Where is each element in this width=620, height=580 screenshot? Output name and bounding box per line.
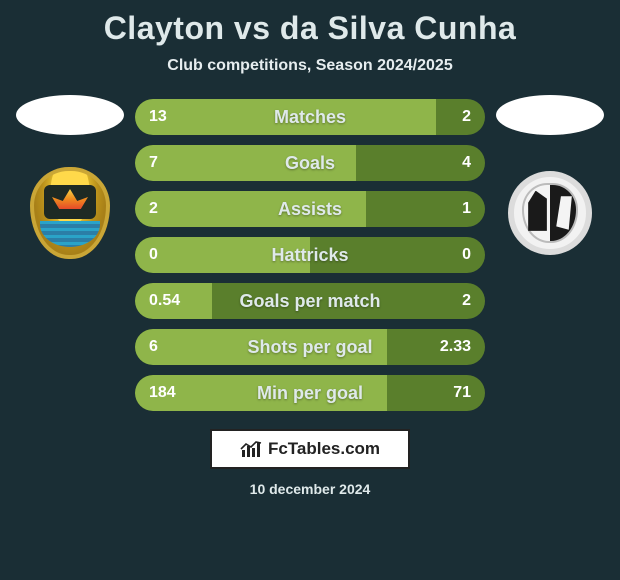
stat-label: Min per goal [135,375,485,411]
stat-row: 62.33Shots per goal [135,329,485,365]
player-left-column [15,95,125,261]
page-date: 10 december 2024 [250,481,371,497]
stat-row: 21Assists [135,191,485,227]
comparison-card: Clayton vs da Silva Cunha Club competiti… [0,0,620,580]
stat-label: Goals per match [135,283,485,319]
player-right-photo-placeholder [496,95,604,135]
vitoria-guimaraes-crest-icon [508,171,592,255]
player-right-column [495,95,605,261]
club-badge-left [22,165,118,261]
page-title: Clayton vs da Silva Cunha [104,10,517,47]
stat-row: 0.542Goals per match [135,283,485,319]
brand-chart-icon [240,440,262,458]
player-left-photo-placeholder [16,95,124,135]
footer: FcTables.com 10 december 2024 [0,429,620,497]
stat-label: Goals [135,145,485,181]
stat-label: Hattricks [135,237,485,273]
stat-row: 18471Min per goal [135,375,485,411]
stat-row: 132Matches [135,99,485,135]
stat-row: 00Hattricks [135,237,485,273]
rio-ave-crest-icon [30,167,110,259]
page-subtitle: Club competitions, Season 2024/2025 [167,57,452,75]
stats-column: 132Matches 74Goals 21Assists 00Hattricks 0.5… [135,99,485,411]
brand-text: FcTables.com [268,439,380,459]
stat-label: Assists [135,191,485,227]
club-badge-right [502,165,598,261]
stat-label: Matches [135,99,485,135]
stat-label: Shots per goal [135,329,485,365]
stat-row: 74Goals [135,145,485,181]
brand-badge[interactable]: FcTables.com [210,429,410,469]
main-row: 132Matches 74Goals 21Assists 00Hattricks 0.5… [0,95,620,411]
